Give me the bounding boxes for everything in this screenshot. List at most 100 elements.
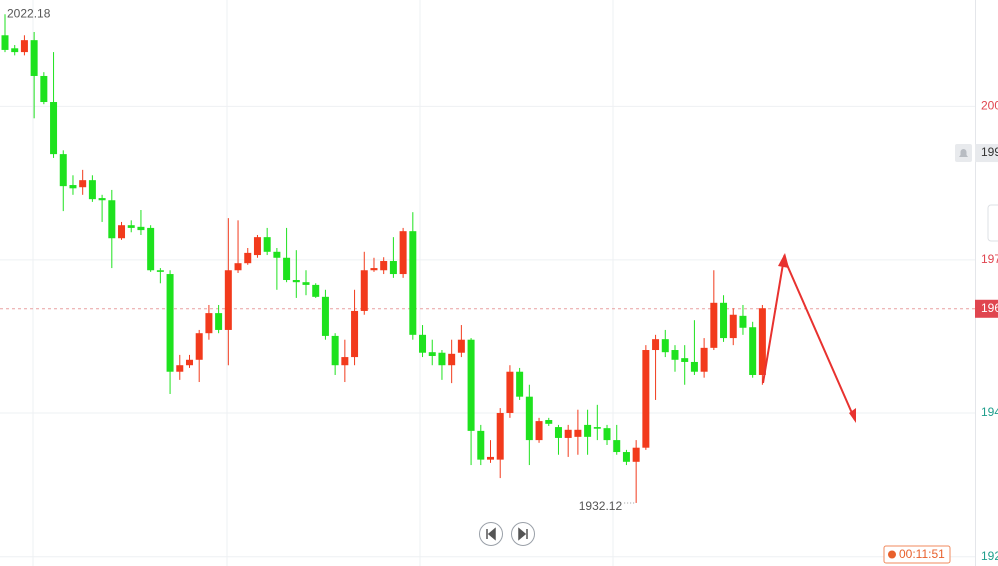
candle-body xyxy=(224,270,232,330)
timer-box xyxy=(883,545,951,564)
candle-body xyxy=(69,185,77,189)
candle-body xyxy=(545,420,553,424)
vertical-grid xyxy=(32,0,614,566)
trend-arrow xyxy=(762,254,856,421)
candle-body xyxy=(448,353,456,366)
candle-body xyxy=(671,350,679,360)
candle-body xyxy=(535,421,543,441)
candle-body xyxy=(312,284,320,297)
candle-body xyxy=(399,231,407,275)
timer: 00:11:51 xyxy=(899,547,945,561)
candle-body xyxy=(176,365,184,372)
candle-body xyxy=(710,302,718,348)
candle-body xyxy=(516,371,524,397)
candle-body xyxy=(652,339,660,351)
next-icon xyxy=(518,527,528,541)
candle-body xyxy=(681,358,689,362)
candle-body xyxy=(302,282,310,285)
candle-body xyxy=(283,257,291,281)
candle-body xyxy=(253,237,261,256)
candle-body xyxy=(409,231,417,335)
candle-body xyxy=(11,48,19,53)
candle-body xyxy=(351,310,359,358)
candle-body xyxy=(185,359,193,366)
candle-body xyxy=(370,268,378,271)
max-label: 2022.18 xyxy=(7,6,51,20)
candle-body xyxy=(79,180,87,188)
prev-icon xyxy=(486,527,496,541)
candle-body xyxy=(166,274,174,372)
y-tick-label: 194 xyxy=(981,405,998,419)
candle-body xyxy=(30,40,38,76)
candle-body xyxy=(118,225,126,239)
min-label: 1932.12 xyxy=(579,499,623,513)
candle-body xyxy=(195,333,203,360)
candle-body xyxy=(758,308,766,375)
candle-body xyxy=(487,456,494,460)
candle-body xyxy=(554,427,562,438)
candle-body xyxy=(156,270,164,272)
candle-body xyxy=(622,452,630,462)
candle-body xyxy=(234,263,242,271)
candle-body xyxy=(690,361,698,372)
timer-icon xyxy=(888,550,896,559)
candle-body xyxy=(496,412,504,460)
candle-body xyxy=(632,447,640,462)
arrow-head xyxy=(778,253,789,268)
candle-body xyxy=(389,261,397,275)
candle-body xyxy=(467,339,475,431)
candle-body xyxy=(88,180,96,200)
candle-body xyxy=(477,430,485,460)
candle-body xyxy=(244,252,252,264)
candle-body xyxy=(613,440,621,453)
arrow-head xyxy=(849,408,856,423)
candle-body xyxy=(749,327,757,375)
candle-body xyxy=(661,339,669,353)
y-tick-label: 192 xyxy=(981,549,998,563)
candle-body xyxy=(292,280,300,283)
candle-body xyxy=(593,427,601,429)
popup-edge xyxy=(987,204,998,242)
candle-body xyxy=(50,102,58,155)
candle-body xyxy=(438,352,446,366)
candle-body xyxy=(1,35,9,50)
candle-body xyxy=(98,198,106,201)
candle-body xyxy=(341,357,349,366)
candle-body xyxy=(127,225,135,228)
candle-body xyxy=(380,261,388,271)
candle-body xyxy=(603,428,611,441)
candle-body xyxy=(20,40,28,53)
candle-body xyxy=(457,339,465,353)
alert-price-label: 199 xyxy=(981,145,998,159)
candle-body xyxy=(720,302,728,339)
grid xyxy=(0,105,975,558)
candle-body xyxy=(419,334,427,353)
overlay: 200 197 194 192 2022.18 1932.12 196 199 00:11:51 xyxy=(7,6,998,564)
candles xyxy=(1,14,766,503)
alert-price-box xyxy=(975,144,998,163)
candle-body xyxy=(360,270,368,311)
bell xyxy=(959,149,968,157)
candle-body xyxy=(59,154,67,187)
candle-body xyxy=(205,313,213,334)
candle-body xyxy=(428,352,436,356)
nav-buttons xyxy=(479,522,535,546)
candle-body xyxy=(263,237,271,252)
candle-body xyxy=(331,335,339,366)
candle-body xyxy=(729,314,737,339)
current-price-label: 196 xyxy=(981,301,998,315)
candle-body xyxy=(642,350,650,448)
candle-body xyxy=(273,251,281,258)
y-tick-label: 197 xyxy=(981,252,998,266)
current-price-box xyxy=(975,299,998,318)
candle-body xyxy=(700,347,708,372)
candle-body xyxy=(564,429,572,438)
candle-body xyxy=(147,227,155,271)
candle-body xyxy=(108,200,116,239)
y-tick-label: 200 xyxy=(981,99,998,113)
candle-body xyxy=(215,313,223,330)
candle-body xyxy=(584,424,592,437)
candle-body xyxy=(574,429,582,437)
candle-body xyxy=(321,296,329,336)
